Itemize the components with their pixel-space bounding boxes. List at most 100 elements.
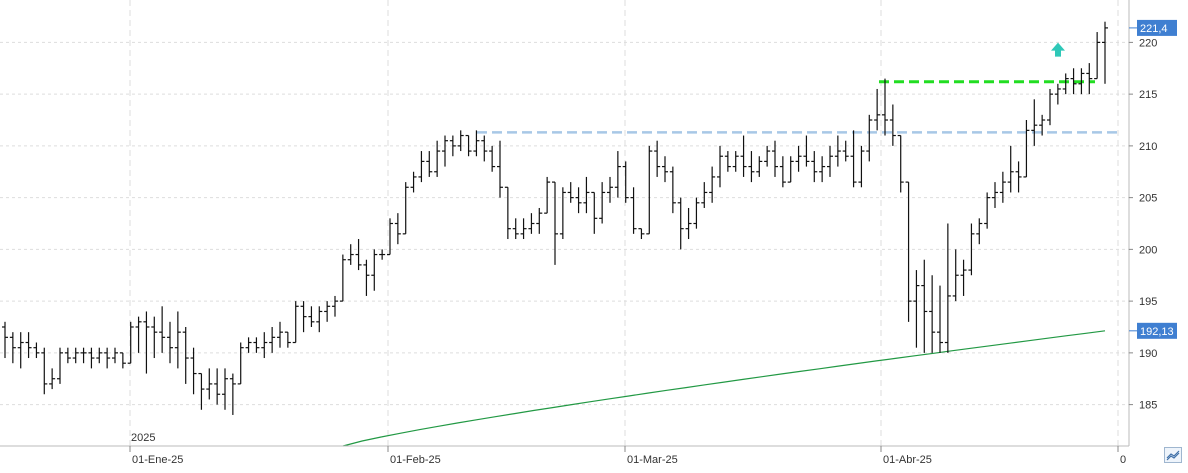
ohlc-bar — [701, 182, 708, 208]
ohlc-bar — [614, 151, 621, 198]
ohlc-bar — [662, 156, 668, 183]
ohlc-bar — [795, 145, 802, 172]
signal-up-arrow-icon — [1051, 42, 1065, 57]
ohlc-bar — [740, 135, 747, 177]
ohlc-bar — [371, 249, 378, 291]
ohlc-bar — [229, 373, 236, 415]
ohlc-bar — [827, 145, 833, 177]
ohlc-bar — [457, 130, 464, 152]
ohlc-bar — [567, 182, 574, 203]
ohlc-bar — [387, 218, 393, 256]
ohlc-bar — [49, 368, 56, 390]
ohlc-bar — [858, 145, 865, 188]
ohlc-bar — [119, 352, 126, 369]
ohlc-bar — [449, 135, 456, 157]
ohlc-bar — [332, 295, 338, 317]
ohlc-bar — [253, 337, 260, 353]
y-tick-label: 200 — [1139, 244, 1157, 256]
ohlc-bar — [41, 347, 48, 395]
ohlc-bar — [182, 326, 189, 384]
ohlc-bar — [1062, 73, 1069, 95]
ohlc-bar — [2, 321, 8, 359]
ohlc-bar — [1054, 83, 1061, 105]
ohlc-bar — [17, 332, 24, 369]
ohlc-bar — [261, 332, 268, 359]
ohlc-bar — [874, 88, 881, 131]
ohlc-bar — [300, 301, 307, 333]
ohlc-bar — [528, 213, 535, 234]
ohlc-bar — [803, 135, 810, 167]
ohlc-bar — [308, 306, 315, 327]
ohlc-bar — [159, 306, 166, 353]
ohlc-bar — [1039, 114, 1046, 136]
ohlc-bar — [536, 207, 543, 234]
ohlc-bar — [889, 104, 896, 146]
ohlc-bar — [9, 332, 16, 364]
ohlc-bar — [842, 140, 849, 162]
ohlc-bar — [520, 218, 527, 240]
ohlc-bar — [1102, 21, 1108, 84]
ohlc-bar — [748, 151, 755, 183]
ohlc-bar — [772, 140, 778, 177]
ohlc-bar — [756, 156, 763, 177]
ohlc-bar — [72, 347, 79, 364]
ohlc-bar — [819, 156, 826, 183]
chart-toggle-button[interactable] — [1164, 447, 1182, 463]
ohlc-bar — [465, 134, 472, 157]
x-tick-label: 01-Abr-25 — [883, 454, 932, 466]
ohlc-bar — [724, 151, 731, 172]
ohlc-bar — [339, 254, 346, 302]
ohlc-bar — [630, 187, 637, 234]
ohlc-bar — [284, 331, 291, 348]
ohlc-bar — [245, 337, 252, 353]
ohlc-bar — [151, 316, 158, 359]
x-tick-label: 01-Ene-25 — [132, 454, 183, 466]
ohlc-bar — [25, 332, 32, 359]
ohlc-bar — [882, 78, 888, 136]
ohlc-bar — [410, 171, 417, 193]
year-label: 2025 — [131, 432, 155, 444]
ohlc-bar — [481, 135, 488, 162]
ohlc-bar — [1031, 99, 1038, 146]
ohlc-bar — [355, 239, 362, 271]
ohlc-bar — [324, 301, 331, 322]
ohlc-bar — [379, 249, 386, 260]
ohlc-bar — [316, 306, 323, 333]
ohlc-bar — [1086, 63, 1093, 95]
ohlc-bar — [57, 347, 63, 384]
ohlc-bar — [135, 316, 142, 353]
ohlc-bar — [206, 368, 213, 400]
ohlc-bar — [976, 218, 983, 245]
ohlc-bar — [214, 368, 221, 405]
y-tick-label: 215 — [1139, 89, 1157, 101]
ohlc-bar — [174, 311, 181, 369]
ohlc-bar — [913, 270, 920, 348]
ohlc-bar — [222, 368, 228, 410]
ohlc-bar — [559, 187, 566, 240]
ohlc-bar — [897, 134, 904, 193]
ohlc-bar — [685, 207, 692, 240]
ohlc-bar — [960, 259, 967, 296]
ohlc-bar — [999, 171, 1006, 203]
ohlc-bar — [937, 285, 943, 353]
ohlc-bar — [504, 186, 511, 240]
ohlc-bar — [33, 342, 40, 359]
ohlc-bar — [866, 114, 873, 162]
ohlc-bar — [277, 321, 283, 348]
ohlc-bar — [575, 187, 582, 214]
ohlc-bar — [944, 223, 951, 353]
ohlc-bar — [544, 176, 551, 214]
y-tick-label: 185 — [1139, 400, 1157, 412]
ohlc-bar — [669, 166, 676, 214]
ohlc-bar — [434, 140, 441, 177]
chart-toggle-icon — [1166, 450, 1180, 461]
ohlc-bar — [394, 213, 401, 245]
ohlc-bar — [811, 151, 818, 183]
ohlc-bar — [764, 145, 771, 167]
ohlc-bar — [607, 176, 613, 203]
ohlc-bar — [787, 156, 794, 183]
y-tick-label: 220 — [1139, 37, 1157, 49]
ohlc-bar — [968, 223, 975, 276]
ohlc-bar — [198, 372, 205, 410]
